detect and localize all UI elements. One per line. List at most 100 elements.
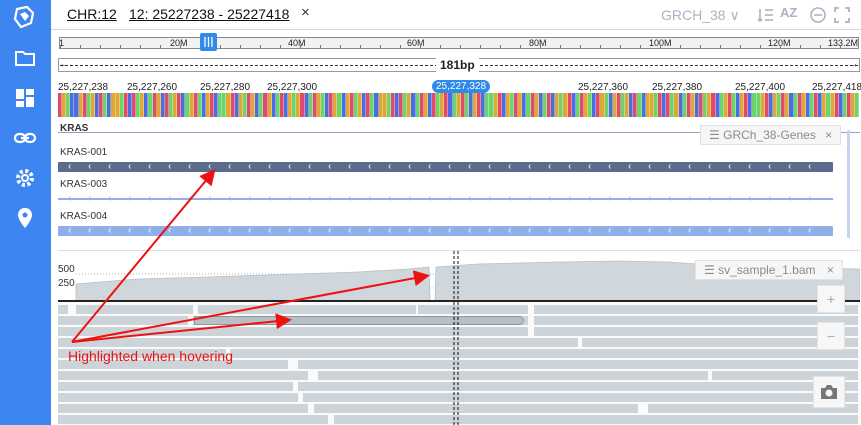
base-a[interactable] [489, 93, 494, 117]
base-c[interactable] [271, 93, 276, 117]
base-a[interactable] [136, 93, 141, 117]
base-a[interactable] [242, 93, 248, 117]
base-t[interactable] [616, 93, 621, 117]
transcript-kras-001[interactable]: ‹ ‹ ‹ ‹ ‹ ‹ ‹ ‹ ‹ ‹ ‹ ‹ ‹ ‹ ‹ ‹ ‹ ‹ ‹ ‹ ‹ ‹ ‹ ‹ ‹ ‹ ‹ ‹ ‹ ‹ ‹ ‹ ‹ ‹ ‹ ‹ ‹ ‹ [58, 162, 833, 172]
base-g[interactable] [707, 93, 712, 117]
folder-icon[interactable] [13, 46, 37, 70]
base-t[interactable] [744, 93, 749, 117]
base-g[interactable] [115, 93, 120, 117]
base-a[interactable] [415, 93, 420, 117]
base-a[interactable] [197, 93, 202, 117]
sort-az-icon[interactable]: AZ [780, 5, 798, 20]
base-g[interactable] [357, 93, 363, 117]
dashboard-icon[interactable] [13, 86, 37, 110]
base-t[interactable] [547, 93, 552, 117]
base-t[interactable] [711, 93, 716, 117]
base-g[interactable] [345, 93, 350, 117]
base-a[interactable] [559, 93, 564, 117]
app-logo-icon[interactable] [13, 5, 37, 29]
base-t[interactable] [152, 93, 157, 117]
base-g[interactable] [189, 93, 194, 117]
base-a[interactable] [777, 93, 782, 117]
base-g[interactable] [584, 93, 589, 117]
base-g[interactable] [555, 93, 560, 117]
read[interactable] [58, 360, 288, 369]
base-g[interactable] [407, 93, 412, 117]
base-g[interactable] [674, 93, 679, 117]
genome-selector[interactable]: GRCH_38 ∨ [661, 7, 740, 23]
transcript-kras-003[interactable]: ‹ ‹ ‹ ‹ ‹ ‹ ‹ ‹ ‹ ‹ ‹ ‹ ‹ ‹ ‹ ‹ ‹ ‹ ‹ ‹ ‹ ‹ ‹ ‹ ‹ ‹ ‹ ‹ ‹ ‹ ‹ ‹ ‹ ‹ ‹ ‹ ‹ ‹ [58, 194, 833, 204]
base-a[interactable] [292, 93, 297, 117]
base-t[interactable] [444, 93, 449, 117]
base-c[interactable] [411, 93, 416, 117]
base-t[interactable] [477, 93, 482, 117]
base-c[interactable] [74, 93, 79, 117]
link-icon[interactable] [13, 126, 37, 150]
read[interactable] [230, 349, 858, 358]
base-c[interactable] [481, 93, 486, 117]
base-a[interactable] [370, 93, 375, 117]
base-g[interactable] [473, 93, 478, 117]
base-c[interactable] [394, 93, 400, 117]
read[interactable] [534, 327, 858, 336]
base-g[interactable] [690, 93, 695, 117]
base-c[interactable] [694, 93, 700, 117]
base-g[interactable] [822, 93, 827, 117]
base-c[interactable] [501, 93, 506, 117]
base-a[interactable] [403, 93, 408, 117]
base-c[interactable] [94, 93, 100, 117]
base-c[interactable] [374, 93, 379, 117]
base-a[interactable] [464, 93, 469, 117]
base-t[interactable] [164, 93, 169, 117]
read[interactable] [648, 404, 858, 413]
base-t[interactable] [131, 93, 137, 117]
base-c[interactable] [160, 93, 165, 117]
read[interactable] [303, 393, 858, 402]
base-a[interactable] [337, 93, 342, 117]
base-t[interactable] [247, 93, 252, 117]
read[interactable] [534, 305, 858, 314]
base-g[interactable] [851, 93, 856, 117]
base-t[interactable] [460, 93, 465, 117]
base-g[interactable] [140, 93, 145, 117]
base-a[interactable] [259, 93, 264, 117]
base-a[interactable] [321, 93, 326, 117]
base-t[interactable] [666, 93, 671, 117]
base-a[interactable] [510, 93, 515, 117]
base-g[interactable] [600, 93, 605, 117]
read[interactable] [58, 404, 308, 413]
sort-icon[interactable] [757, 6, 775, 24]
base-a[interactable] [793, 93, 798, 117]
base-t[interactable] [699, 93, 704, 117]
base-c[interactable] [748, 93, 753, 117]
base-a[interactable] [731, 93, 737, 117]
base-g[interactable] [645, 93, 650, 117]
read[interactable] [58, 415, 328, 424]
base-c[interactable] [768, 93, 774, 117]
base-a[interactable] [682, 93, 687, 117]
base-g[interactable] [90, 93, 95, 117]
base-a[interactable] [218, 93, 223, 117]
base-c[interactable] [107, 93, 112, 117]
base-g[interactable] [423, 93, 428, 117]
base-c[interactable] [362, 93, 367, 117]
transcript-kras-004[interactable]: ‹ ‹ ‹ ‹ ‹ ‹ ‹ ‹ ‹ ‹ ‹ ‹ ‹ ‹ ‹ ‹ ‹ ‹ ‹ ‹ ‹ ‹ ‹ ‹ ‹ ‹ ‹ ‹ ‹ ‹ ‹ ‹ ‹ ‹ ‹ ‹ ‹ ‹ [58, 226, 833, 236]
base-g[interactable] [316, 93, 321, 117]
base-c[interactable] [144, 93, 149, 117]
base-a[interactable] [810, 93, 815, 117]
base-c[interactable] [538, 93, 543, 117]
base-a[interactable] [670, 93, 675, 117]
base-t[interactable] [847, 93, 852, 117]
read[interactable] [58, 305, 68, 314]
ideogram-position-marker[interactable] [200, 33, 217, 51]
read[interactable] [314, 404, 638, 413]
tab-locus[interactable]: 12: 25227238 - 25227418 [129, 6, 290, 22]
close-icon[interactable]: × [301, 4, 310, 21]
base-g[interactable] [612, 93, 617, 117]
chromosome-ideogram[interactable] [59, 37, 859, 49]
base-g[interactable] [534, 93, 539, 117]
base-a[interactable] [604, 93, 609, 117]
base-a[interactable] [485, 93, 490, 117]
base-c[interactable] [127, 93, 132, 117]
read[interactable] [58, 349, 226, 358]
